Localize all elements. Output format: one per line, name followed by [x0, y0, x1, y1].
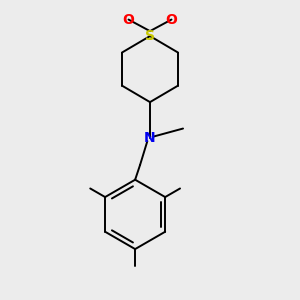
Text: O: O	[123, 13, 134, 27]
Text: N: N	[144, 131, 156, 146]
Text: O: O	[166, 13, 177, 27]
Text: S: S	[145, 29, 155, 43]
